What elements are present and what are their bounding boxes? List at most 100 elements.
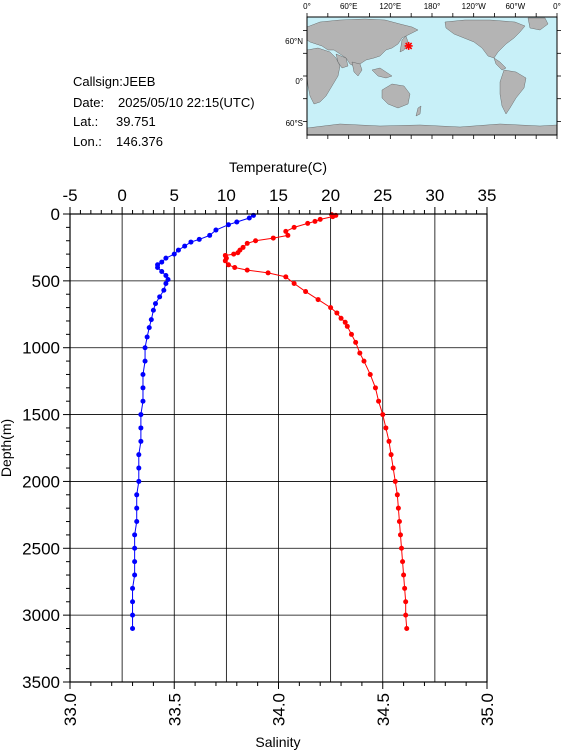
salinity-point — [159, 259, 165, 265]
date-value: 2025/05/10 22:15(UTC) — [118, 95, 255, 110]
salinity-point — [207, 232, 213, 238]
temperature-point — [380, 412, 386, 418]
lat-value: 39.751 — [116, 114, 156, 129]
temperature-point — [403, 612, 409, 618]
map-ticks — [303, 13, 561, 139]
salinity-tick-label: 35.0 — [478, 693, 497, 726]
temperature-point — [367, 371, 373, 377]
salinity-tick-label: 33.0 — [61, 693, 80, 726]
depth-tick-label: 500 — [32, 272, 60, 291]
salinity-point — [136, 478, 142, 484]
temperature-point — [232, 264, 238, 270]
temperature-point — [330, 214, 336, 220]
lon-label: Lon.: — [73, 134, 102, 149]
temperature-point — [404, 626, 410, 632]
temperature-point — [376, 398, 382, 404]
salinity-point — [140, 371, 146, 377]
temperature-point — [235, 250, 241, 256]
salinity-point — [161, 287, 167, 293]
salinity-point — [138, 438, 144, 444]
antarctica-land — [306, 123, 558, 136]
salinity-point — [142, 358, 148, 364]
salinity-point — [130, 599, 136, 605]
depth-axis-title: Depth(m) — [0, 419, 14, 477]
greenland-land — [527, 17, 549, 31]
temperature-point — [383, 425, 389, 431]
salinity-point — [140, 398, 146, 404]
map-lon-label: 0° — [303, 2, 311, 11]
temperature-point — [402, 585, 408, 591]
map-lat-label: 60°S — [286, 119, 303, 128]
map-lon-label: 120°E — [379, 2, 401, 11]
salinity-series — [130, 212, 256, 632]
temperature-point — [342, 319, 348, 325]
temperature-point — [312, 218, 318, 224]
salinity-point — [182, 243, 188, 249]
temperature-point — [283, 228, 289, 234]
salinity-tick-label: 34.0 — [270, 693, 289, 726]
temperature-tick-label: 0 — [117, 186, 126, 205]
salinity-point — [144, 334, 150, 340]
salinity-point — [196, 236, 202, 242]
axis-ticks — [63, 207, 488, 689]
salinity-point — [130, 626, 136, 632]
temperature-point — [244, 240, 250, 246]
salinity-point — [163, 281, 169, 287]
temperature-tick-label: 20 — [321, 186, 340, 205]
salinity-point — [188, 239, 194, 245]
salinity-point — [132, 572, 138, 578]
temperature-point — [291, 224, 297, 230]
temperature-axis-title: Temperature(C) — [229, 159, 327, 175]
depth-tick-label: 3500 — [22, 673, 60, 692]
depth-tick-label: 1500 — [22, 406, 60, 425]
depth-tick-label: 2500 — [22, 539, 60, 558]
depth-tick-label: 1000 — [22, 339, 60, 358]
temperature-point — [253, 238, 259, 244]
salinity-point — [142, 345, 148, 351]
temperature-point — [334, 310, 340, 316]
africa-land — [306, 47, 341, 105]
salinity-point — [130, 612, 136, 618]
salinity-tick-labels: 33.0 33.5 34.0 34.5 35.0 — [61, 693, 497, 726]
temperature-point — [231, 251, 237, 257]
salinity-point — [136, 452, 142, 458]
temperature-point — [357, 350, 363, 356]
temperature-point — [338, 315, 344, 321]
salinity-point — [138, 425, 144, 431]
map-lat-labels: 60°N 0° 60°S — [285, 37, 303, 128]
temperature-point — [397, 532, 403, 538]
temperature-point — [344, 323, 350, 329]
temperature-point — [291, 281, 297, 287]
se-asia-land — [371, 67, 393, 79]
temperature-tick-label: 15 — [269, 186, 288, 205]
salinity-point — [159, 268, 165, 274]
location-map: 0° 60°E 120°E 180° 120°W 60°W 0° 60°N 0°… — [285, 2, 561, 139]
eurasia-land — [306, 18, 419, 67]
temperature-point — [244, 267, 250, 273]
map-lat-label: 60°N — [285, 37, 303, 46]
temperature-point — [390, 465, 396, 471]
profile-chart: -5 0 5 10 15 20 25 30 35 33.0 33.5 34.0 34.5 35.0 05… — [0, 159, 497, 750]
temperature-point — [401, 572, 407, 578]
temperature-point — [394, 492, 400, 498]
salinity-tick-label: 34.5 — [374, 693, 393, 726]
salinity-point — [163, 255, 169, 261]
temperature-point — [388, 452, 394, 458]
nz-land — [415, 105, 422, 117]
temperature-point — [270, 235, 276, 241]
south-america-land — [499, 69, 527, 115]
temperature-point — [400, 559, 406, 565]
temperature-point — [403, 599, 409, 605]
temperature-tick-label: 25 — [373, 186, 392, 205]
salinity-axis-title: Salinity — [255, 734, 300, 750]
temperature-point — [317, 216, 323, 222]
station-marker-icon — [404, 41, 413, 50]
temperature-point — [353, 339, 359, 345]
arabia-land — [335, 53, 349, 69]
salinity-point — [225, 222, 231, 228]
temperature-point — [303, 289, 309, 295]
salinity-point — [165, 277, 171, 283]
salinity-point — [130, 585, 136, 591]
temperature-tick-label: 10 — [217, 186, 236, 205]
